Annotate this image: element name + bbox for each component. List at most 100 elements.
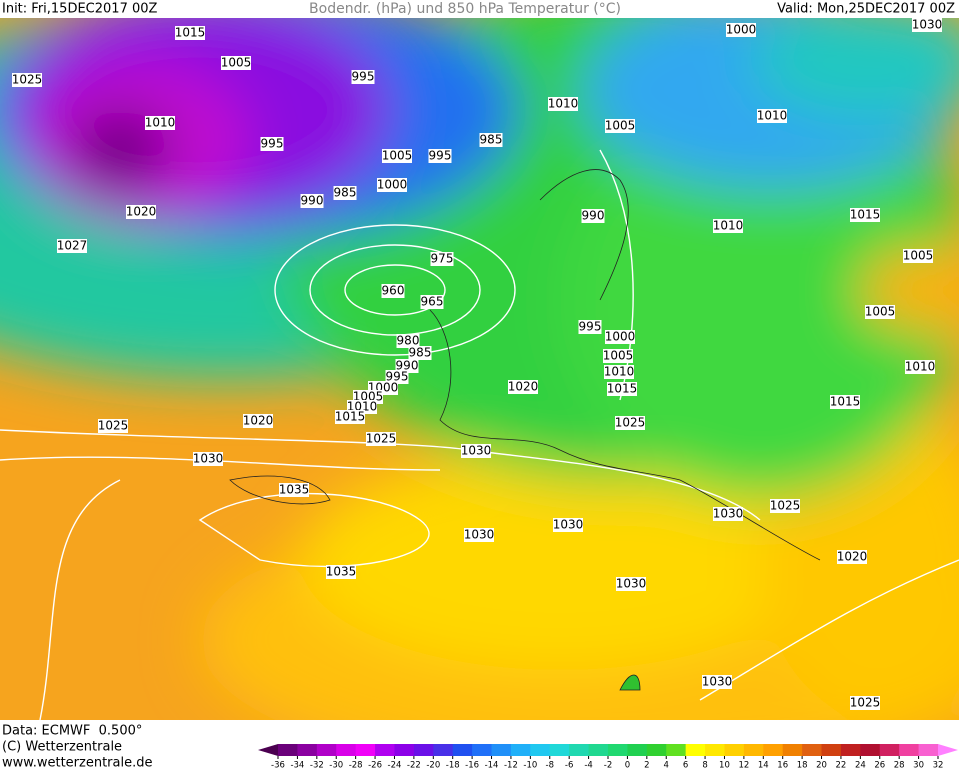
isobar-label-box [548,97,578,111]
legend-swatch [899,744,920,756]
legend-swatch [763,744,784,756]
copyright: (C) Wetterzentrale [2,740,122,755]
isobar-label: 1020 [508,380,539,394]
legend-swatch [433,744,454,756]
legend-tick-label: 8 [702,761,707,770]
isobar-label-box [464,528,494,542]
isobar-label: 1030 [193,452,224,466]
isobar-label-box [905,360,935,374]
isobar-label-box [578,320,602,334]
isobar-label-box [420,295,444,309]
legend-swatch [608,744,628,756]
isobar-label-box [603,349,633,363]
legend-tick-label: 14 [758,761,769,770]
isobar-label: 1010 [604,365,635,379]
legend-tick-label: 10 [719,761,730,770]
legend-swatch [355,744,376,756]
legend-arrow [938,744,958,756]
isobar-label-box [335,410,365,424]
isobar-label-box [351,70,375,84]
color-legend: -36 -34 -32 -30 -28 -26 -24 -22 -20 -18 -16 -14 -12-… [258,744,958,770]
legend-swatch [375,744,395,756]
legend-tick-label: 30 [913,761,924,770]
isobar-label: 1005 [605,119,636,133]
isobar-label: 990 [582,209,605,223]
legend-tick-label: -34 [290,761,304,770]
legend-tick-label: -8 [546,761,554,770]
isobar-label: 1025 [366,432,397,446]
isobar-label-box [604,365,634,379]
legend-swatch [491,744,512,756]
data-source: Data: ECMWF 0.500° [2,724,142,739]
isobar-label-box [395,359,419,373]
legend-tick-label: 18 [797,761,808,770]
isobar-label-box [912,18,942,32]
isobar-label: 1035 [326,565,357,579]
isobar-label: 1020 [837,550,868,564]
isobar-label: 995 [429,149,452,163]
legend-tick-label: -6 [565,761,573,770]
isobar-label-box [616,577,646,591]
isobar-label: 985 [480,133,503,147]
isobar-label-box [145,116,175,130]
isobar-label-box [430,252,454,266]
legend-swatch [782,744,803,756]
legend-tick-label: -18 [446,761,460,770]
legend-swatch [316,744,337,756]
isobar-label-box [57,239,87,253]
isobar-label: 1035 [279,483,310,497]
legend-swatch [510,744,531,756]
isobar-label-box [850,696,880,710]
isobar-label-box [713,507,743,521]
map-title: Bodendr. (hPa) und 850 hPa Temperatur (°… [309,1,621,17]
isobar-label-box [243,414,273,428]
isobar-label-box [757,109,787,123]
legend-arrow [258,744,278,756]
isobar-label: 1025 [12,73,43,87]
legend-swatch [627,744,648,756]
legend-swatch [705,744,725,756]
isobar-label: 990 [301,194,324,208]
isobar-label-box [702,675,732,689]
isobar-label: 1020 [126,205,157,219]
legend-swatch [860,744,881,756]
isobar-label: 1000 [605,330,636,344]
isobar-label-box [385,370,409,384]
legend-tick-label: -4 [584,761,592,770]
legend-tick-label: -10 [523,761,537,770]
legend-swatch [336,744,357,756]
isobar-label: 1005 [382,149,413,163]
isobar-label-box [830,395,860,409]
isobar-label: 1030 [702,675,733,689]
isobar-label: 1010 [905,360,936,374]
legend-swatch [297,744,318,756]
legend-tick-label: 22 [836,761,847,770]
legend-swatch [549,744,570,756]
legend-tick-label: 26 [874,761,885,770]
legend-tick-label: -36 [271,761,285,770]
legend-swatch [472,744,493,756]
isobar-label: 965 [421,295,444,309]
isobar-label: 1015 [850,208,881,222]
isobar-label-box [726,23,756,37]
legend-tick-label: -32 [310,761,324,770]
legend-tick-label: 6 [683,761,688,770]
isobar-label-box [300,194,324,208]
isobar-label: 1030 [912,18,943,32]
isobar-label-box [865,305,895,319]
legend-tick-label: 16 [777,761,788,770]
isobar-label: 995 [579,320,602,334]
legend-swatch [743,744,764,756]
legend-swatch [821,744,842,756]
legend-tick-label: -16 [465,761,479,770]
isobar-label: 1015 [607,382,638,396]
isobar-label: 1030 [464,528,495,542]
url: www.wetterzentrale.de [2,756,152,770]
legend-tick-label: -2 [604,761,612,770]
legend-swatch [452,744,473,756]
isobar-label-box [553,518,583,532]
init-label: Init: Fri,15DEC2017 00Z [2,2,158,17]
isobar-label-box [366,432,396,446]
isobar-label: 1010 [145,116,176,130]
